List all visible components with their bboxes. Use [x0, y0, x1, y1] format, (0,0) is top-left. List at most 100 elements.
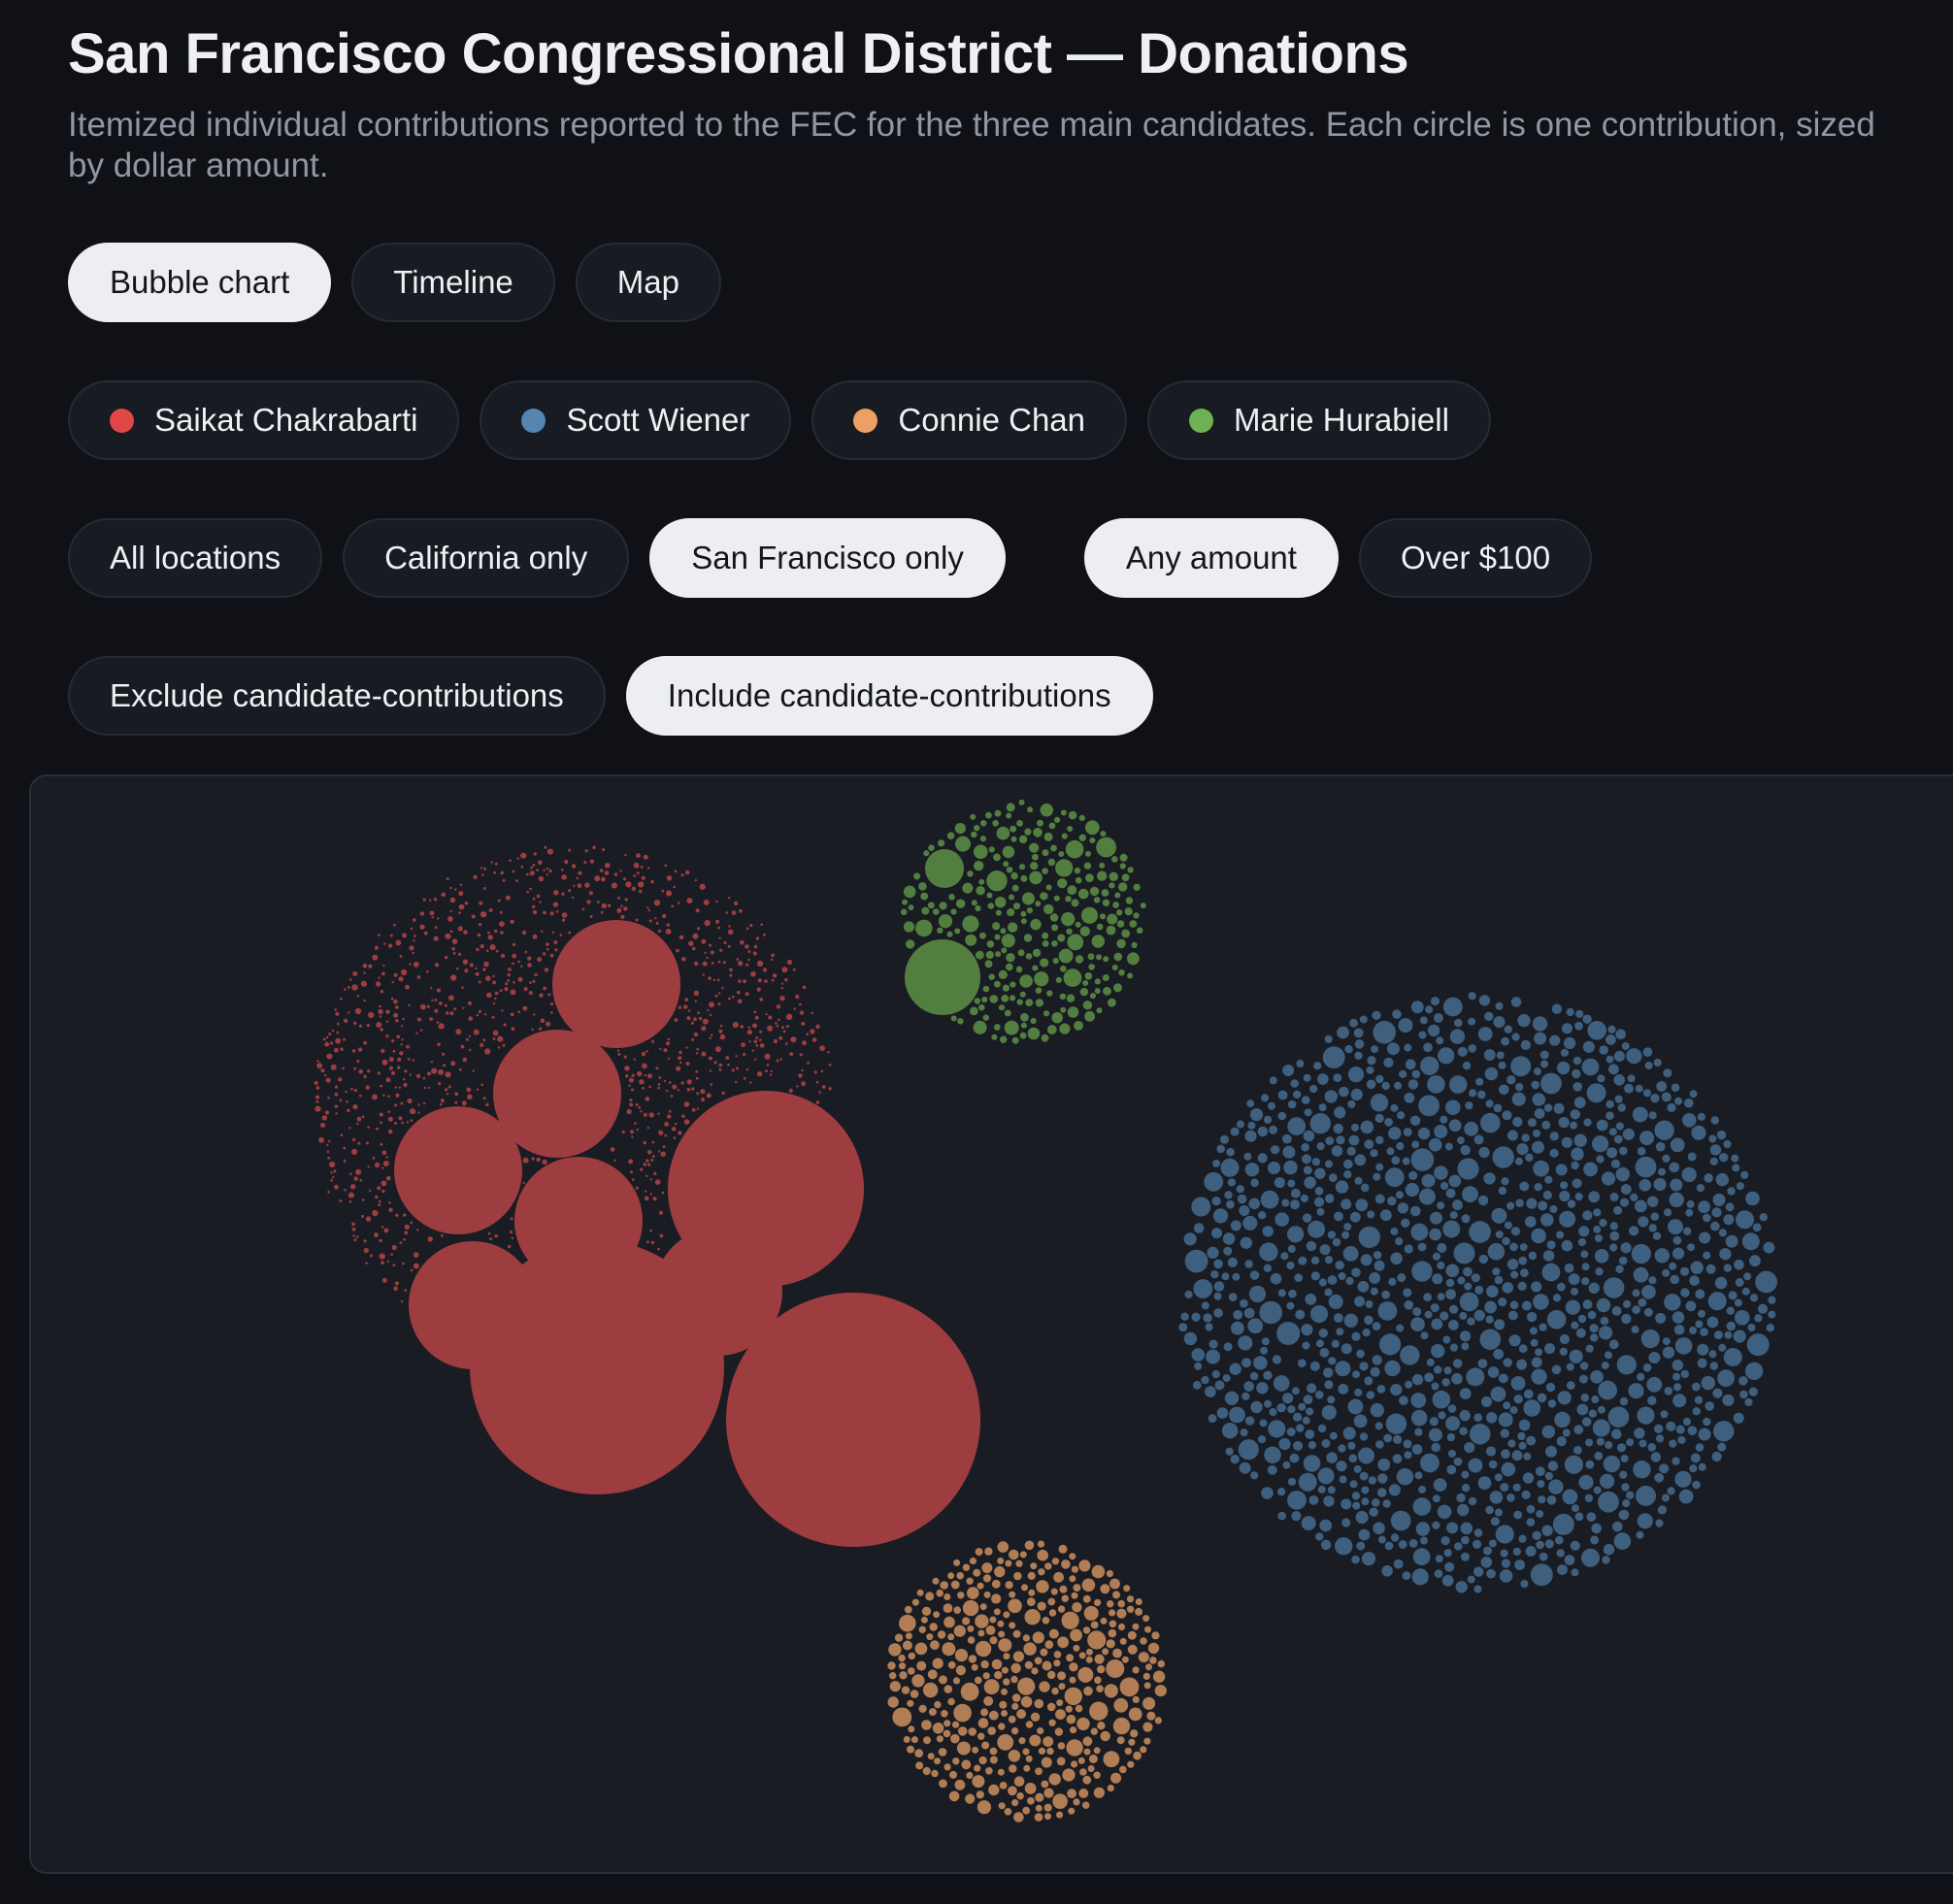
contribution-bubble	[918, 1704, 927, 1713]
filter-any-amount[interactable]: Any amount	[1083, 518, 1339, 598]
contribution-bubble	[1647, 1395, 1657, 1405]
contribution-bubble	[1140, 1637, 1147, 1645]
candidate-label: Saikat Chakrabarti	[154, 402, 418, 438]
contribution-bubble	[738, 961, 744, 967]
contribution-bubble	[1377, 1301, 1398, 1321]
contribution-bubble	[1336, 1328, 1344, 1336]
contribution-bubble	[1025, 999, 1034, 1006]
contribution-bubble	[1506, 1201, 1515, 1210]
contribution-bubble	[1201, 1301, 1209, 1310]
contribution-bubble	[1459, 1427, 1468, 1435]
contribution-bubble	[433, 936, 439, 941]
contribution-bubble	[340, 1047, 344, 1051]
candidate-toggle-wiener[interactable]: Scott Wiener	[480, 380, 792, 460]
contribution-bubble	[969, 1557, 977, 1565]
contribution-bubble	[533, 852, 537, 856]
contribution-bubble	[1526, 1311, 1538, 1323]
contribution-bubble	[1355, 1198, 1369, 1212]
contribution-bubble	[1533, 1129, 1540, 1137]
contribution-bubble	[630, 1170, 633, 1174]
contribution-bubble	[1405, 1182, 1419, 1198]
contribution-bubble	[942, 1642, 956, 1657]
contribution-bubble	[1109, 1620, 1117, 1628]
contribution-bubble	[1112, 1717, 1131, 1735]
contribution-bubble	[404, 1224, 410, 1231]
contribution-bubble	[828, 1064, 832, 1067]
contribution-bubble	[1485, 1505, 1494, 1515]
tab-timeline[interactable]: Timeline	[351, 243, 555, 322]
filter-exclude-candidate-contributions[interactable]: Exclude candidate-contributions	[68, 656, 606, 736]
contribution-bubble	[1666, 1421, 1676, 1431]
contribution-bubble	[403, 1213, 407, 1217]
contribution-bubble	[483, 867, 486, 870]
filter-include-candidate-contributions[interactable]: Include candidate-contributions	[625, 656, 1153, 736]
contribution-bubble	[994, 980, 1001, 988]
contribution-bubble	[1006, 812, 1012, 819]
contribution-bubble	[1093, 1787, 1105, 1798]
filter-over-100[interactable]: Over $100	[1358, 518, 1593, 598]
contribution-bubble	[1622, 1299, 1632, 1308]
contribution-bubble	[1528, 1118, 1537, 1128]
contribution-bubble	[542, 1159, 547, 1165]
contribution-bubble	[1085, 1656, 1093, 1663]
contribution-bubble	[1459, 1409, 1471, 1422]
contribution-bubble	[403, 1238, 407, 1241]
candidate-toggle-chan[interactable]: Connie Chan	[811, 380, 1128, 460]
contribution-bubble	[1727, 1187, 1736, 1196]
contribution-bubble	[1637, 1372, 1645, 1381]
candidate-toggle-hurabiell[interactable]: Marie Hurabiell	[1147, 380, 1491, 460]
contribution-bubble	[1260, 1190, 1279, 1209]
tab-bubble-chart[interactable]: Bubble chart	[68, 243, 332, 322]
contribution-bubble	[1229, 1406, 1245, 1424]
contribution-bubble	[1635, 1084, 1643, 1093]
contribution-bubble	[1571, 1161, 1579, 1170]
contribution-bubble	[1726, 1321, 1737, 1331]
contribution-bubble	[1699, 1231, 1711, 1244]
contribution-bubble	[1325, 1194, 1335, 1203]
contribution-bubble	[351, 1227, 356, 1231]
contribution-bubble	[1510, 997, 1522, 1007]
contribution-bubble	[747, 958, 750, 962]
contribution-bubble	[1226, 1147, 1235, 1157]
contribution-bubble	[806, 1033, 810, 1035]
contribution-bubble	[1325, 1136, 1335, 1145]
contribution-bubble	[429, 1017, 433, 1021]
contribution-bubble	[1379, 1209, 1392, 1222]
contribution-bubble	[1157, 1659, 1166, 1668]
tab-map[interactable]: Map	[575, 243, 721, 322]
contribution-bubble	[1082, 1626, 1091, 1634]
contribution-bubble	[327, 1191, 330, 1194]
contribution-bubble	[426, 1004, 430, 1008]
contribution-bubble	[1564, 1455, 1583, 1474]
contribution-bubble	[416, 975, 421, 979]
contribution-bubble	[755, 1043, 759, 1047]
contribution-bubble	[1087, 1630, 1107, 1650]
contribution-bubble	[952, 1677, 961, 1685]
contribution-bubble	[1539, 1050, 1549, 1060]
contribution-bubble	[1351, 1555, 1360, 1564]
contribution-bubble	[943, 1720, 951, 1727]
contribution-bubble	[1642, 1089, 1651, 1098]
contribution-bubble	[1581, 1058, 1600, 1076]
contribution-bubble	[386, 1260, 389, 1264]
contribution-bubble	[1638, 1297, 1647, 1307]
contribution-bubble	[381, 1189, 385, 1194]
contribution-bubble	[476, 947, 480, 952]
contribution-bubble	[613, 1159, 616, 1162]
candidate-toggle-chakrabarti[interactable]: Saikat Chakrabarti	[68, 380, 460, 460]
contribution-bubble	[1117, 1623, 1126, 1631]
filter-san-francisco-only[interactable]: San Francisco only	[649, 518, 1006, 598]
filter-all-locations[interactable]: All locations	[68, 518, 323, 598]
contribution-bubble	[666, 875, 673, 881]
contribution-bubble	[1588, 1191, 1601, 1203]
contribution-bubble	[379, 1004, 381, 1008]
filter-california-only[interactable]: California only	[343, 518, 630, 598]
contribution-bubble	[315, 1086, 320, 1090]
contribution-bubble	[704, 919, 711, 927]
contribution-bubble	[631, 1073, 635, 1077]
contribution-bubble	[401, 1262, 405, 1265]
contribution-bubble	[1221, 1423, 1239, 1439]
contribution-bubble	[448, 995, 454, 1001]
contribution-bubble	[1530, 1563, 1553, 1587]
contribution-bubble	[1384, 1118, 1393, 1127]
